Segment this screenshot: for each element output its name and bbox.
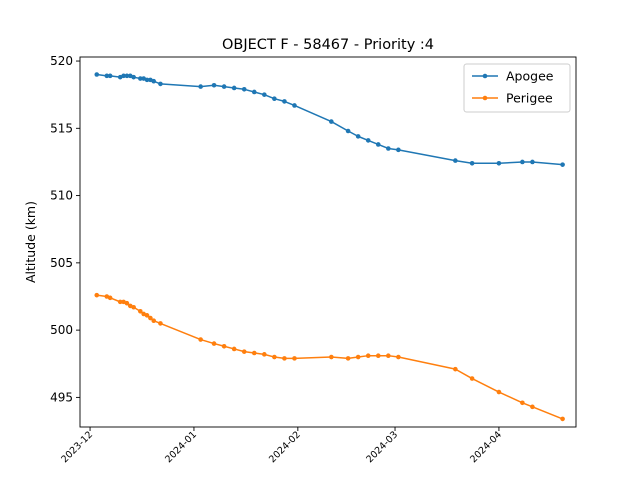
data-point-perigee <box>496 389 502 395</box>
data-point-perigee <box>94 292 100 298</box>
data-point-apogee <box>345 128 351 134</box>
data-point-perigee <box>453 366 458 372</box>
data-point-apogee <box>292 103 297 108</box>
plot-area <box>94 72 565 422</box>
data-point-apogee <box>124 73 130 79</box>
data-point-perigee <box>520 400 525 406</box>
y-tick-label: 500 <box>50 323 73 337</box>
data-point-apogee <box>375 142 381 147</box>
legend-marker-apogee <box>482 73 488 79</box>
chart-title: OBJECT F - 58467 - Priority :4 <box>222 37 434 53</box>
data-point-apogee <box>355 134 361 139</box>
data-point-perigee <box>375 353 381 358</box>
data-point-perigee <box>138 308 143 314</box>
data-point-perigee <box>530 404 535 410</box>
data-point-apogee <box>530 159 535 165</box>
data-point-apogee <box>151 78 157 84</box>
data-point-perigee <box>396 354 401 360</box>
y-tick-label: 515 <box>50 121 73 135</box>
data-point-perigee <box>131 304 136 310</box>
data-point-perigee <box>148 315 153 321</box>
data-point-apogee <box>121 73 126 79</box>
data-point-perigee <box>292 356 297 361</box>
data-point-perigee <box>241 349 247 354</box>
data-point-apogee <box>453 158 458 163</box>
data-point-perigee <box>365 353 371 358</box>
legend: Apogee Perigee <box>463 63 571 113</box>
data-point-apogee <box>138 76 143 81</box>
data-point-perigee <box>355 354 361 360</box>
data-point-apogee <box>396 147 401 153</box>
data-point-perigee <box>158 321 163 326</box>
data-point-apogee <box>329 119 334 124</box>
y-tick-label: 505 <box>50 256 73 270</box>
data-point-apogee <box>365 138 371 143</box>
data-point-perigee <box>272 354 277 360</box>
data-point-apogee <box>221 84 227 89</box>
data-point-apogee <box>282 99 287 104</box>
data-point-apogee <box>520 159 525 165</box>
data-point-apogee <box>560 162 565 167</box>
data-point-apogee <box>262 92 267 97</box>
axes-frame <box>79 56 577 428</box>
data-point-perigee <box>198 337 203 342</box>
data-point-perigee <box>231 346 237 352</box>
data-point-perigee <box>345 356 351 361</box>
data-point-perigee <box>107 295 113 301</box>
data-point-apogee <box>251 89 257 95</box>
data-point-perigee <box>560 416 565 422</box>
legend-label-perigee: Perigee <box>506 91 553 106</box>
y-tick-label: 495 <box>50 390 73 404</box>
y-axis-label: Altitude (km) <box>23 201 38 283</box>
y-tick-label: 520 <box>50 54 73 68</box>
legend-label-apogee: Apogee <box>506 69 554 84</box>
data-point-apogee <box>272 96 277 102</box>
data-point-perigee <box>282 356 287 361</box>
data-point-perigee <box>211 341 217 346</box>
data-point-perigee <box>262 352 267 357</box>
y-tick-label: 510 <box>50 189 73 203</box>
data-point-perigee <box>251 350 257 356</box>
data-point-perigee <box>124 300 130 306</box>
data-point-apogee <box>158 81 163 87</box>
data-point-apogee <box>211 82 217 88</box>
data-point-perigee <box>469 376 475 381</box>
data-point-apogee <box>104 73 110 79</box>
data-point-perigee <box>117 299 123 305</box>
data-point-apogee <box>107 73 113 79</box>
data-point-perigee <box>386 353 391 358</box>
data-point-apogee <box>241 86 247 92</box>
data-point-perigee <box>151 318 157 324</box>
data-point-apogee <box>144 77 150 83</box>
data-point-apogee <box>386 146 391 151</box>
legend-marker-perigee <box>482 95 488 101</box>
data-point-apogee <box>131 74 136 80</box>
data-point-apogee <box>231 85 237 91</box>
data-point-apogee <box>496 160 502 166</box>
data-point-apogee <box>94 72 100 77</box>
data-point-apogee <box>198 84 203 89</box>
data-point-perigee <box>144 313 150 318</box>
data-point-perigee <box>329 354 334 360</box>
data-point-perigee <box>221 343 227 349</box>
data-point-apogee <box>469 160 475 166</box>
